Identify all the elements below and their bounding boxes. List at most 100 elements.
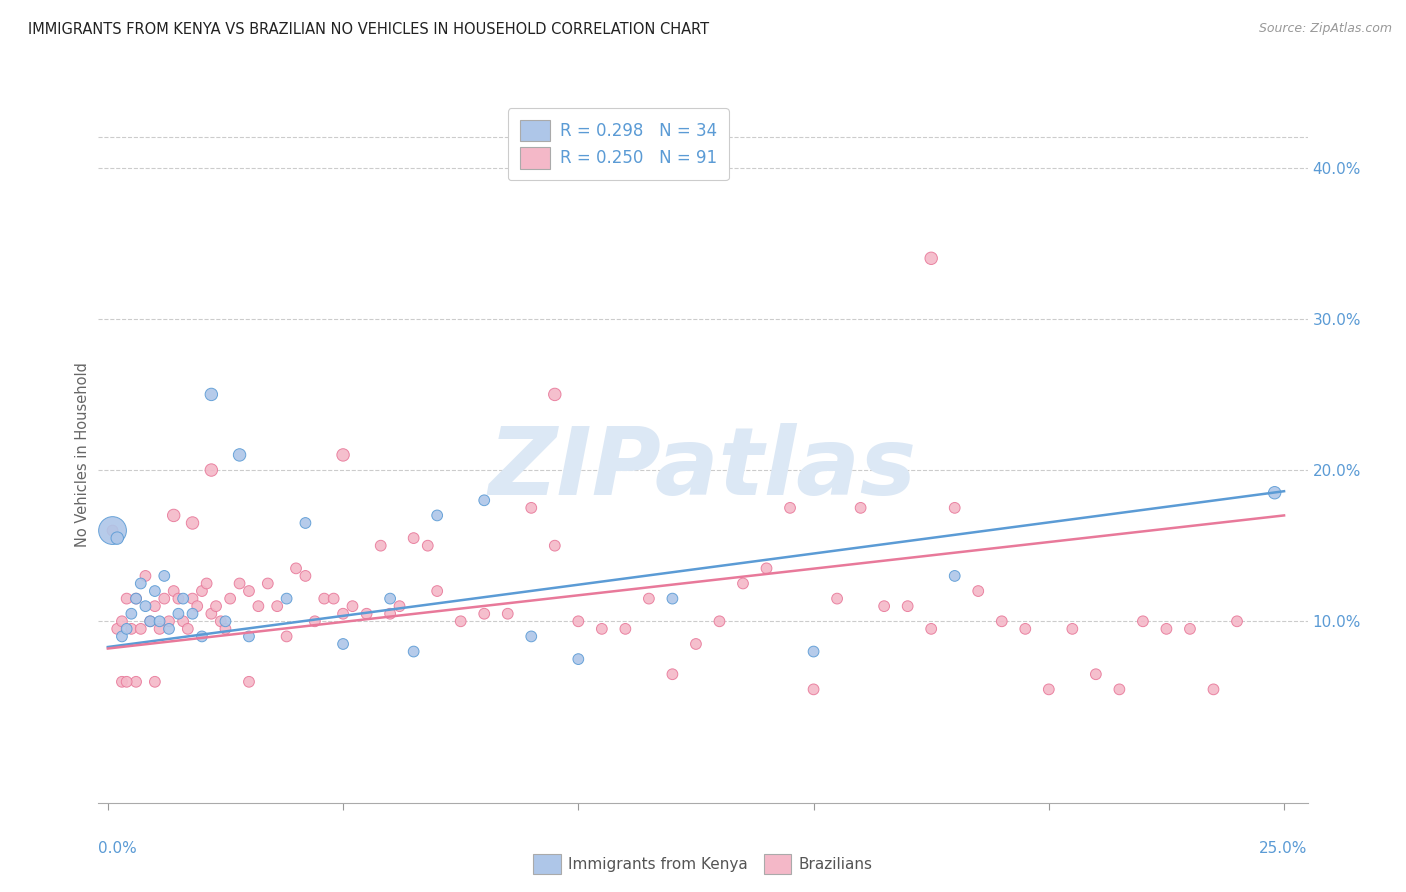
Point bbox=[214, 622, 236, 636]
Point bbox=[520, 500, 543, 515]
Point bbox=[370, 539, 392, 553]
Point bbox=[238, 584, 260, 599]
Point bbox=[779, 500, 801, 515]
Point bbox=[567, 652, 589, 666]
Point bbox=[1014, 622, 1036, 636]
Text: 0.0%: 0.0% bbox=[98, 841, 138, 856]
Point bbox=[416, 539, 439, 553]
Point bbox=[402, 644, 425, 658]
Point bbox=[294, 516, 316, 530]
Point bbox=[332, 637, 354, 651]
Point bbox=[157, 615, 180, 629]
Point bbox=[520, 629, 543, 643]
Point bbox=[402, 531, 425, 545]
Point bbox=[1038, 682, 1060, 697]
Point bbox=[143, 674, 166, 689]
Point bbox=[134, 569, 156, 583]
Point bbox=[191, 584, 214, 599]
Point bbox=[920, 622, 942, 636]
Point bbox=[1062, 622, 1084, 636]
Point bbox=[172, 615, 194, 629]
Point bbox=[943, 500, 966, 515]
Point bbox=[285, 561, 308, 575]
Point bbox=[163, 508, 186, 523]
Point bbox=[332, 607, 354, 621]
Point bbox=[356, 607, 378, 621]
Point bbox=[228, 448, 250, 462]
Point bbox=[214, 615, 236, 629]
Point bbox=[1132, 615, 1154, 629]
Point bbox=[591, 622, 613, 636]
Point bbox=[238, 629, 260, 643]
Point bbox=[139, 615, 162, 629]
Point bbox=[105, 531, 128, 545]
Point bbox=[731, 576, 754, 591]
Point bbox=[544, 539, 567, 553]
Point bbox=[322, 591, 344, 606]
Point bbox=[129, 576, 152, 591]
Point bbox=[661, 591, 683, 606]
Point bbox=[120, 607, 142, 621]
Point bbox=[943, 569, 966, 583]
Point bbox=[115, 591, 138, 606]
Point bbox=[755, 561, 778, 575]
Text: IMMIGRANTS FROM KENYA VS BRAZILIAN NO VEHICLES IN HOUSEHOLD CORRELATION CHART: IMMIGRANTS FROM KENYA VS BRAZILIAN NO VE… bbox=[28, 22, 709, 37]
Point bbox=[157, 622, 180, 636]
Point bbox=[111, 674, 134, 689]
Point bbox=[332, 448, 354, 462]
Point bbox=[378, 607, 401, 621]
Point bbox=[134, 599, 156, 614]
Point bbox=[125, 674, 148, 689]
Point bbox=[105, 622, 128, 636]
Point bbox=[238, 674, 260, 689]
Point bbox=[472, 493, 495, 508]
Point bbox=[167, 591, 190, 606]
Point bbox=[129, 622, 152, 636]
Y-axis label: No Vehicles in Household: No Vehicles in Household bbox=[75, 362, 90, 548]
Point bbox=[111, 629, 134, 643]
Point bbox=[125, 591, 148, 606]
Point bbox=[496, 607, 519, 621]
Point bbox=[1264, 485, 1286, 500]
Point bbox=[228, 576, 250, 591]
Point bbox=[209, 615, 232, 629]
Legend: R = 0.298   N = 34, R = 0.250   N = 91: R = 0.298 N = 34, R = 0.250 N = 91 bbox=[508, 109, 728, 180]
Text: 25.0%: 25.0% bbox=[1260, 841, 1308, 856]
Point bbox=[256, 576, 278, 591]
Point bbox=[101, 524, 124, 538]
Point bbox=[149, 622, 172, 636]
Point bbox=[638, 591, 661, 606]
Point bbox=[172, 591, 194, 606]
Text: Source: ZipAtlas.com: Source: ZipAtlas.com bbox=[1258, 22, 1392, 36]
Point bbox=[1202, 682, 1225, 697]
Point bbox=[219, 591, 242, 606]
Point bbox=[472, 607, 495, 621]
Point bbox=[163, 584, 186, 599]
Point bbox=[115, 622, 138, 636]
Point bbox=[200, 387, 222, 401]
Point bbox=[897, 599, 920, 614]
Point bbox=[186, 599, 208, 614]
Point bbox=[314, 591, 336, 606]
Point bbox=[195, 576, 218, 591]
Text: ZIPatlas: ZIPatlas bbox=[489, 423, 917, 515]
Point bbox=[153, 569, 176, 583]
Point bbox=[661, 667, 683, 681]
Point bbox=[567, 615, 589, 629]
Point bbox=[1108, 682, 1130, 697]
Point bbox=[803, 644, 825, 658]
Point bbox=[191, 629, 214, 643]
Point bbox=[294, 569, 316, 583]
Point bbox=[825, 591, 848, 606]
Point bbox=[177, 622, 200, 636]
Point bbox=[1178, 622, 1201, 636]
Point bbox=[849, 500, 872, 515]
Point bbox=[276, 591, 298, 606]
Point bbox=[614, 622, 637, 636]
Point bbox=[1226, 615, 1249, 629]
Point bbox=[450, 615, 472, 629]
Point bbox=[125, 591, 148, 606]
Point bbox=[920, 252, 942, 266]
Point bbox=[181, 591, 204, 606]
Point bbox=[153, 591, 176, 606]
